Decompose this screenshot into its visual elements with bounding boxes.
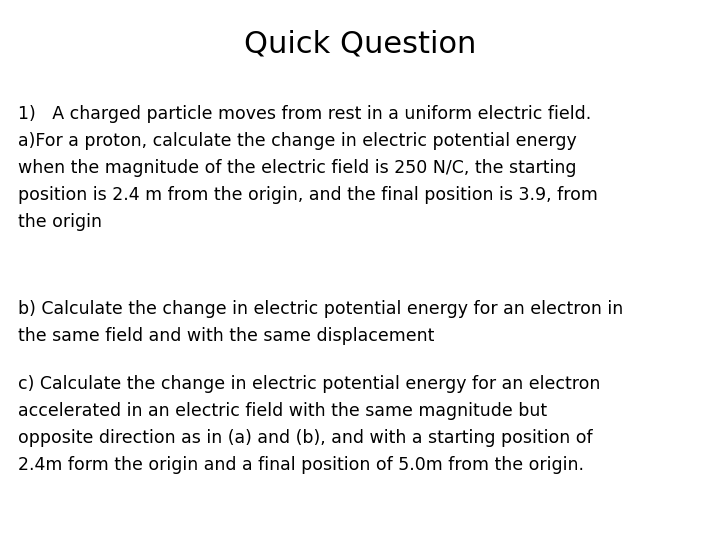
Text: 1)   A charged particle moves from rest in a uniform electric field.
a)For a pro: 1) A charged particle moves from rest in…	[18, 105, 598, 232]
Text: c) Calculate the change in electric potential energy for an electron
accelerated: c) Calculate the change in electric pote…	[18, 375, 600, 474]
Text: Quick Question: Quick Question	[244, 30, 476, 59]
Text: b) Calculate the change in electric potential energy for an electron in
the same: b) Calculate the change in electric pote…	[18, 300, 624, 345]
